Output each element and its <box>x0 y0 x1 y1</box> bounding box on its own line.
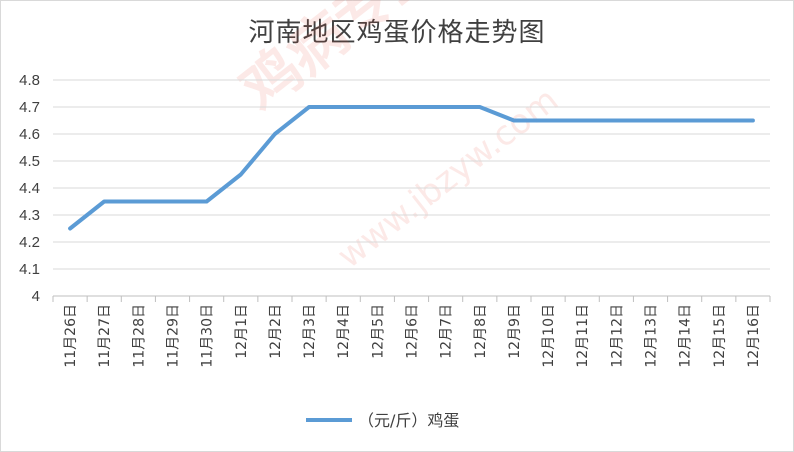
x-tick-label: 11月28日 <box>131 304 147 368</box>
y-tick-label: 4.8 <box>19 72 40 89</box>
legend-label: （元/斤）鸡蛋 <box>358 411 459 430</box>
y-tick-label: 4.3 <box>19 207 40 224</box>
x-tick-label: 11月30日 <box>200 304 216 368</box>
chart-title: 河南地区鸡蛋价格走势图 <box>248 18 546 48</box>
y-axis-ticks: 4 4.1 4.2 4.3 4.4 4.5 4.6 4.7 4.8 <box>19 72 40 305</box>
x-tick-label: 12月15日 <box>712 304 728 368</box>
x-tick-label: 11月27日 <box>97 304 113 368</box>
y-tick-label: 4 <box>32 288 40 305</box>
x-tick-label: 12月14日 <box>678 304 694 368</box>
x-tick-label: 12月10日 <box>541 304 557 368</box>
series-layer <box>68 105 755 231</box>
x-tick-label: 12月2日 <box>268 304 284 359</box>
x-tick-label: 12月9日 <box>507 304 523 359</box>
y-tick-label: 4.1 <box>19 261 40 278</box>
series-line <box>68 105 755 231</box>
legend: （元/斤）鸡蛋 <box>306 411 459 430</box>
x-tick-label: 12月13日 <box>644 304 660 368</box>
x-tick-label: 12月1日 <box>234 304 250 359</box>
x-axis-ticks: 11月26日 11月27日 11月28日 11月29日 11月30日 12月1日 12月2日… <box>63 304 762 368</box>
x-tick-label: 12月7日 <box>439 304 455 359</box>
y-tick-label: 4.7 <box>19 99 40 116</box>
x-tick-label: 11月29日 <box>166 304 182 368</box>
x-tick-label: 12月3日 <box>302 304 318 359</box>
x-tick-label: 12月4日 <box>336 304 352 359</box>
x-tick-label: 12月8日 <box>473 304 489 359</box>
x-tick-label: 12月5日 <box>370 304 386 359</box>
x-tick-label: 12月6日 <box>405 304 421 359</box>
x-axis <box>52 295 771 302</box>
x-tick-label: 11月26日 <box>63 304 79 368</box>
y-tick-label: 4.6 <box>19 126 40 143</box>
y-tick-label: 4.4 <box>19 180 40 197</box>
x-tick-label: 12月11日 <box>575 304 591 368</box>
x-tick-label: 12月12日 <box>609 304 625 368</box>
y-tick-label: 4.5 <box>19 153 40 170</box>
x-tick-label: 12月16日 <box>746 304 762 368</box>
y-tick-label: 4.2 <box>19 234 40 251</box>
